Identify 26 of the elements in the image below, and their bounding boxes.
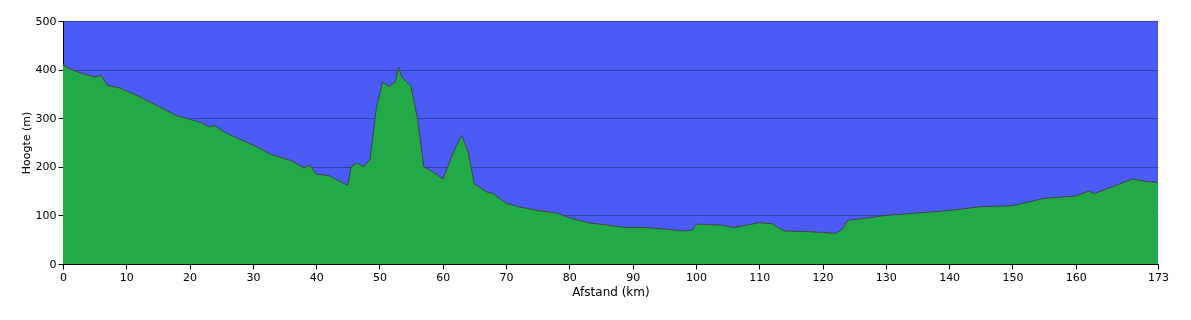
x-tick-label: 140 <box>939 270 961 284</box>
x-tick-label: 120 <box>812 270 834 284</box>
x-tick-label: 130 <box>875 270 897 284</box>
y-tick-label: 300 <box>35 111 57 125</box>
x-tick-label: 70 <box>499 270 514 284</box>
x-tick-label: 100 <box>685 270 707 284</box>
y-tick-label: 200 <box>35 160 57 174</box>
x-tick-label: 150 <box>1002 270 1024 284</box>
x-tick-label: 80 <box>562 270 577 284</box>
x-tick-label: 10 <box>119 270 134 284</box>
x-tick-label: 160 <box>1065 270 1087 284</box>
y-tick-label: 100 <box>35 208 57 222</box>
x-tick-label: 50 <box>372 270 387 284</box>
y-tick-label: 500 <box>35 14 57 28</box>
x-tick-label: 110 <box>749 270 771 284</box>
x-tick-label: 60 <box>436 270 451 284</box>
y-tick-label: 400 <box>35 63 57 77</box>
x-tick-label: 90 <box>626 270 641 284</box>
x-tick-label: 20 <box>183 270 198 284</box>
x-tick-label: 173 <box>1148 270 1169 284</box>
y-tick-label: 0 <box>49 257 57 271</box>
y-axis-title: Hoogte (m) <box>19 111 33 175</box>
x-tick-label: 0 <box>60 270 67 284</box>
x-axis-title: Afstand (km) <box>572 284 650 299</box>
x-tick-label: 40 <box>309 270 324 284</box>
x-tick-label: 30 <box>246 270 261 284</box>
